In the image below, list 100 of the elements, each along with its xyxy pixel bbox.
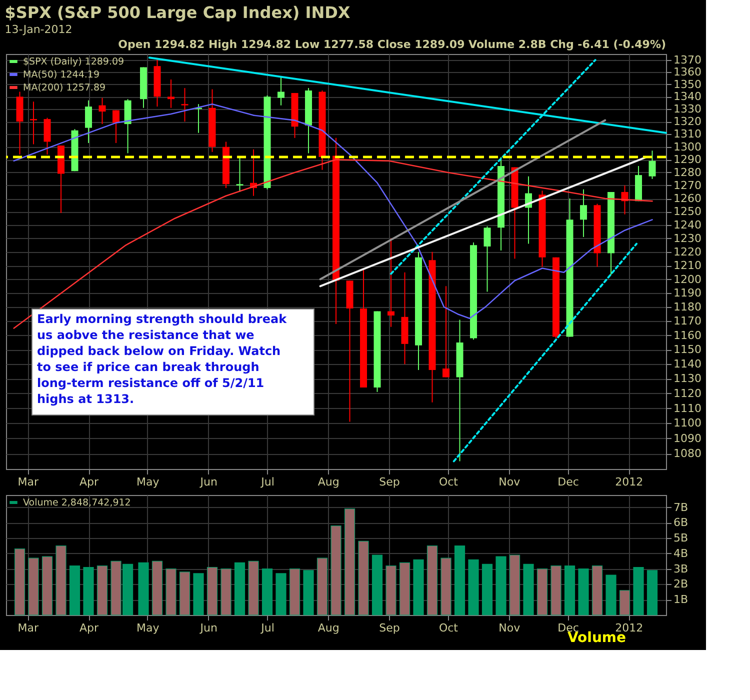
y-tick-label: 4B bbox=[674, 546, 688, 560]
candlestick bbox=[30, 101, 37, 145]
line-series bbox=[13, 158, 653, 329]
x-tick-label: Aug bbox=[318, 622, 340, 634]
x-tick-label: Mar bbox=[18, 476, 39, 488]
bar bbox=[28, 558, 39, 616]
legend-label: Volume 2,848,742,912 bbox=[23, 498, 131, 508]
candlestick bbox=[112, 110, 120, 144]
y-tick-label: 1310 bbox=[674, 128, 702, 141]
bar bbox=[592, 565, 603, 616]
bar bbox=[220, 568, 232, 616]
bar bbox=[468, 559, 479, 616]
y-tick-label: 7B bbox=[674, 500, 688, 514]
bar bbox=[289, 568, 300, 616]
bar bbox=[344, 508, 356, 616]
bar bbox=[399, 562, 410, 616]
legend-label: $SPX (Daily) 1289.09 bbox=[23, 56, 124, 68]
candlestick bbox=[181, 88, 188, 122]
bar bbox=[606, 574, 616, 616]
x-tick-label: Oct bbox=[438, 476, 459, 488]
y-tick-label: 1220 bbox=[674, 245, 702, 258]
bar bbox=[234, 562, 246, 616]
y-tick-label: 1090 bbox=[674, 432, 702, 445]
y-tick-label: 1100 bbox=[674, 416, 702, 430]
y-tick-label: 1320 bbox=[674, 115, 702, 128]
x-tick-label: Oct bbox=[438, 622, 459, 634]
candlestick bbox=[124, 98, 132, 154]
y-tick-label: 1350 bbox=[674, 78, 702, 91]
candlestick bbox=[648, 150, 656, 180]
bar bbox=[523, 564, 534, 616]
y-tick-label: 1260 bbox=[674, 192, 702, 206]
y-tick-label: 1160 bbox=[674, 328, 702, 342]
bar bbox=[166, 568, 176, 616]
candlestick bbox=[98, 97, 106, 125]
bar bbox=[14, 548, 26, 616]
bar bbox=[646, 570, 658, 616]
bar bbox=[619, 590, 630, 616]
x-tick-label: Sep bbox=[379, 622, 400, 634]
candlestick bbox=[580, 188, 587, 238]
legend-label: MA(50) 1244.19 bbox=[23, 70, 100, 80]
bar bbox=[330, 525, 342, 616]
bar bbox=[206, 567, 218, 616]
x-tick-label: Jul bbox=[260, 622, 274, 634]
bar bbox=[316, 558, 328, 616]
y-tick-label: 1150 bbox=[674, 343, 702, 356]
y-tick-label: 1230 bbox=[674, 232, 702, 245]
y-tick-label: 1080 bbox=[674, 447, 702, 460]
bar bbox=[440, 558, 452, 616]
x-tick-label: May bbox=[136, 622, 160, 634]
y-tick-label: 1360 bbox=[674, 66, 702, 79]
y-tick-label: 1190 bbox=[674, 286, 702, 300]
y-tick-label: 2B bbox=[674, 578, 688, 591]
bar bbox=[509, 554, 520, 616]
x-tick-label: Mar bbox=[18, 622, 39, 634]
x-tick-label: 2012 bbox=[615, 476, 644, 488]
bar bbox=[276, 573, 286, 616]
bar bbox=[96, 565, 108, 616]
bar bbox=[262, 568, 273, 616]
y-tick-label: 1270 bbox=[674, 178, 702, 192]
y-tick-label: 1200 bbox=[674, 272, 702, 286]
y-tick-label: 1120 bbox=[674, 386, 702, 400]
bar bbox=[152, 560, 163, 616]
bar bbox=[413, 559, 424, 616]
bar bbox=[83, 567, 94, 616]
candlestick bbox=[442, 286, 450, 378]
x-tick-label: Dec bbox=[558, 476, 579, 488]
chart-subtitle: 13-Jan-2012 bbox=[4, 23, 72, 36]
candlestick bbox=[278, 76, 284, 106]
y-tick-label: 5B bbox=[674, 532, 688, 545]
x-tick-label: Jun bbox=[199, 476, 218, 488]
x-tick-label: Sep bbox=[379, 476, 400, 488]
x-tick-label: Apr bbox=[79, 476, 99, 488]
x-tick-label: Nov bbox=[498, 622, 521, 634]
x-tick-label: Apr bbox=[79, 622, 99, 634]
y-tick-label: 3B bbox=[674, 562, 688, 576]
x-tick-label: Nov bbox=[498, 476, 521, 488]
y-tick-label: 6B bbox=[674, 516, 688, 530]
candlestick bbox=[168, 78, 174, 108]
y-tick-label: 1240 bbox=[674, 218, 702, 232]
bar bbox=[138, 562, 149, 616]
x-tick-label: May bbox=[136, 476, 160, 488]
bar bbox=[248, 560, 259, 616]
candlestick bbox=[484, 226, 491, 292]
y-tick-label: 1170 bbox=[674, 314, 702, 328]
bar bbox=[386, 565, 396, 616]
y-tick-label: 1180 bbox=[674, 300, 702, 314]
y-tick-label: 1B bbox=[674, 593, 688, 606]
bar bbox=[578, 568, 589, 616]
bar bbox=[426, 545, 438, 616]
bar bbox=[633, 567, 644, 616]
bar bbox=[42, 556, 53, 616]
y-tick-label: 1280 bbox=[674, 166, 702, 179]
bar bbox=[496, 556, 506, 616]
bar bbox=[482, 564, 493, 616]
bar bbox=[372, 554, 383, 616]
bar bbox=[193, 573, 204, 616]
bar bbox=[358, 540, 369, 616]
bar bbox=[550, 565, 562, 616]
bar bbox=[454, 545, 466, 616]
candlestick bbox=[388, 238, 394, 328]
